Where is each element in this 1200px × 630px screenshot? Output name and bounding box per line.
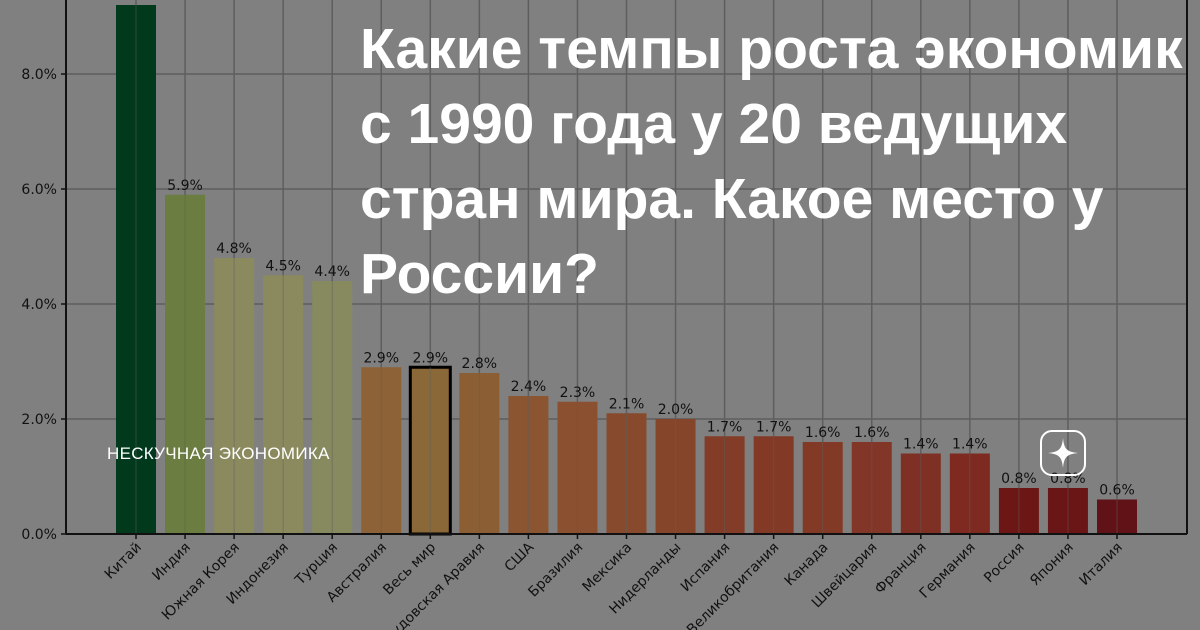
x-tick-label: Турция [292,540,341,589]
dzen-star-icon [1040,430,1086,476]
data-label: 2.9% [413,350,449,366]
y-tick-label: 6.0% [21,182,57,198]
data-label: 1.7% [707,419,743,435]
data-label: 2.1% [609,396,645,412]
data-label: 5.9% [167,178,203,194]
x-tick-label: Канада [782,540,832,590]
data-label: 2.4% [511,379,547,395]
x-tick-label: Индия [149,540,193,584]
data-label: 2.0% [658,402,694,418]
data-label: 2.9% [363,350,399,366]
x-tick-label: Япония [1027,540,1077,590]
x-tick-label: Россия [981,540,1028,587]
data-label: 4.8% [216,241,252,257]
data-label: 1.6% [854,425,890,441]
data-label: 4.4% [314,264,350,280]
x-tick-label: США [502,539,538,575]
data-label: 1.6% [805,425,841,441]
data-label: 1.4% [903,437,939,453]
y-tick-label: 8.0% [21,67,57,83]
x-tick-label: Китай [102,540,145,583]
channel-name[interactable]: НЕСКУЧНАЯ ЭКОНОМИКА [107,444,330,463]
data-label: 4.5% [265,258,301,274]
article-title: Какие темпы роста экономик с 1990 года у… [360,17,1183,306]
data-label: 1.7% [756,419,792,435]
x-tick-label: Италия [1077,540,1126,589]
y-tick-label: 2.0% [21,412,57,428]
data-label: 2.3% [560,385,596,401]
data-label: 0.6% [1099,483,1135,499]
y-tick-label: 4.0% [21,297,57,313]
data-label: 1.4% [952,437,988,453]
data-label: 2.8% [462,356,498,372]
data-label: 0.8% [1001,471,1037,487]
data-label: 9.2% [118,0,154,4]
y-tick-label: 0.0% [21,527,57,543]
